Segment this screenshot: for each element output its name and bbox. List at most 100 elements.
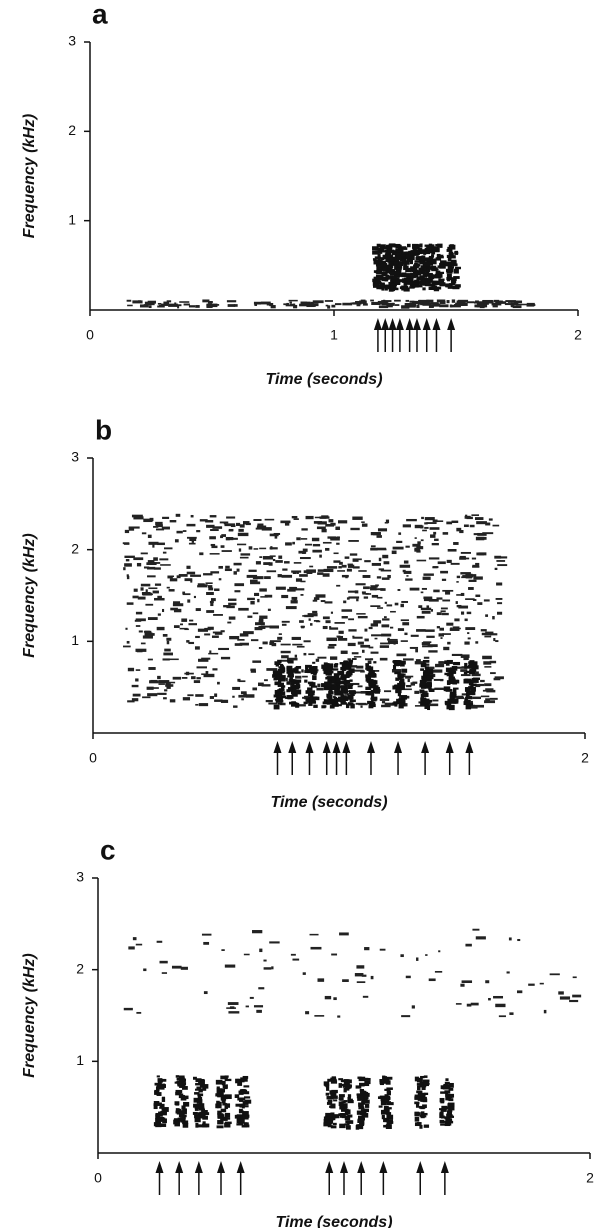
pulse-speck [224,1075,229,1078]
pulse-speck [379,248,384,253]
spectrogram-speck [295,675,302,679]
spectrogram-speck [439,300,446,304]
spectrogram-speck [324,300,333,302]
pulse-speck [423,692,429,697]
spectrogram-speck [423,656,430,659]
x-tick-label: 1 [330,327,338,343]
spectrogram-speck [455,302,465,306]
spectrogram-speck [188,542,196,545]
spectrogram-speck [381,577,390,580]
spectrogram-speck [512,305,522,309]
pulse-speck [155,1086,160,1092]
pulse-speck [175,1101,180,1106]
pulse-speck [426,272,433,276]
spectrogram-speck [237,532,249,537]
spectrogram-speck [301,625,305,629]
pulse-speck [420,693,425,698]
pulse-speck [386,1102,394,1106]
spectrogram-speck [473,301,485,304]
pulse-speck [216,1125,224,1129]
pulse-speck [439,282,446,287]
pulse-speck [357,1095,364,1101]
spectrogram-speck [135,943,143,946]
spectrogram-speck [473,533,482,536]
spectrogram-speck [516,990,523,994]
spectrogram-speck [316,620,321,623]
spectrogram-speck [438,950,441,953]
spectrogram-speck [291,570,302,573]
pulse-speck [199,1111,205,1117]
pulse-speck [443,1106,449,1110]
pulse-speck [340,1079,346,1083]
spectrogram-speck [360,299,366,302]
spectrogram-speck [436,597,443,600]
spectrogram-speck [195,694,204,697]
pulse-speck [419,689,425,694]
spectrogram-speck [148,541,159,545]
pulse-speck [363,1108,369,1113]
spectrogram-speck [371,634,383,637]
spectrogram-speck [262,641,268,645]
spectrogram-speck [447,549,457,552]
spectrogram-speck [253,1005,264,1008]
pulse-speck [416,1122,422,1125]
arrow-head [421,741,430,753]
spectrogram-speck [403,570,412,574]
spectrogram-speck [346,597,350,600]
spectrogram-speck [539,982,544,985]
pulse-speck [328,666,332,672]
pulse-speck [445,268,450,272]
pulse-speck [431,265,437,269]
pulse-speck [448,252,454,257]
spectrogram-speck [436,299,446,303]
spectrogram-speck [195,305,200,308]
pulse-speck [422,1096,427,1101]
pulse-speck [373,276,379,280]
arrow-head [422,318,431,330]
spectrogram-speck [287,657,298,661]
spectrogram-speck [176,530,183,534]
pulse-speck [368,671,372,676]
pulse-speck [348,668,355,673]
spectrogram-speck [459,529,464,534]
spectrogram-speck [421,642,431,646]
spectrogram-speck [261,684,271,687]
spectrogram-speck [352,558,359,562]
pulse-speck [340,674,348,678]
spectrogram-speck [471,557,477,560]
pulse-speck [216,1086,220,1090]
spectrogram-speck [260,596,268,598]
spectrogram-speck [451,520,459,523]
pulse-speck [395,243,401,248]
spectrogram-speck [268,562,273,566]
pulse-speck [343,1087,347,1093]
pulse-speck [241,1103,245,1109]
pulse-speck [419,1114,426,1117]
pulse-speck [453,698,458,702]
pulse-speck [419,260,425,265]
arrow-head [305,741,314,753]
pulse-speck [326,1086,330,1091]
spectrogram-speck [378,557,382,562]
pulse-speck [222,1102,227,1106]
spectrogram-speck [352,566,360,569]
pulse-speck [421,279,426,285]
pulse-speck [278,693,283,696]
pulse-speck [175,1108,180,1112]
pulse-speck [445,1078,449,1082]
pulse-speck [324,666,331,672]
x-axis-label: Time (seconds) [265,371,382,388]
spectrogram-speck [572,976,577,979]
spectrogram-speck [352,635,355,638]
spectrogram-speck [311,303,319,307]
spectrogram-speck [436,626,440,629]
spectrogram-speck [403,560,409,564]
pulse-speck [466,678,472,681]
pulse-speck [449,699,457,704]
spectrogram-speck [255,527,266,530]
spectrogram-speck [300,594,304,596]
spectrogram-speck [126,575,130,580]
pulse-speck [217,1113,224,1118]
pulse-speck [287,671,293,676]
pulse-speck [400,673,404,678]
